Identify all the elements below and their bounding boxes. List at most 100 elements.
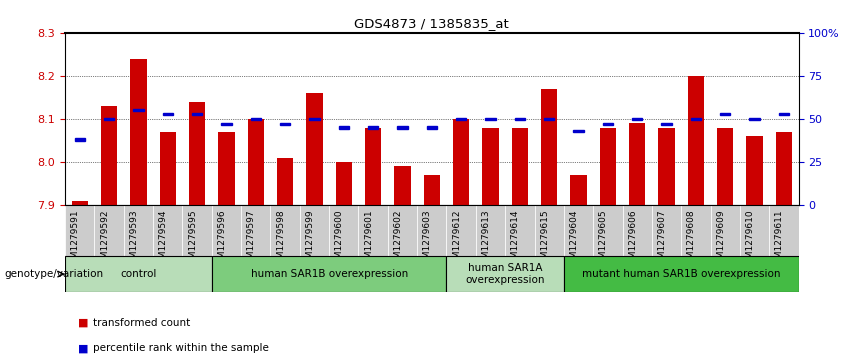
- Text: GSM1279603: GSM1279603: [423, 209, 432, 270]
- Bar: [212, 256, 446, 292]
- Bar: [388, 205, 418, 256]
- Bar: [329, 205, 358, 256]
- Bar: [622, 205, 652, 256]
- Bar: [446, 205, 476, 256]
- Bar: [251, 118, 261, 120]
- Bar: [720, 113, 730, 115]
- Bar: [75, 139, 85, 140]
- Text: GSM1279593: GSM1279593: [129, 209, 139, 270]
- Bar: [95, 205, 124, 256]
- Bar: [182, 205, 212, 256]
- Text: genotype/variation: genotype/variation: [4, 269, 103, 279]
- Bar: [564, 256, 799, 292]
- Bar: [104, 118, 115, 120]
- Bar: [749, 118, 760, 120]
- Bar: [661, 123, 672, 125]
- Bar: [418, 205, 446, 256]
- Text: GSM1279591: GSM1279591: [71, 209, 80, 270]
- Bar: [280, 123, 290, 125]
- Bar: [769, 205, 799, 256]
- Bar: [711, 205, 740, 256]
- Bar: [309, 118, 319, 120]
- Text: GSM1279600: GSM1279600: [335, 209, 344, 270]
- Text: GSM1279599: GSM1279599: [306, 209, 314, 270]
- Text: GSM1279610: GSM1279610: [746, 209, 754, 270]
- Bar: [271, 205, 299, 256]
- Bar: [339, 126, 349, 129]
- Text: transformed count: transformed count: [93, 318, 190, 328]
- Bar: [505, 205, 535, 256]
- Text: GSM1279612: GSM1279612: [452, 209, 461, 270]
- Text: GSM1279611: GSM1279611: [775, 209, 784, 270]
- Bar: [544, 118, 555, 120]
- Text: ■: ■: [78, 318, 89, 328]
- Bar: [65, 205, 95, 256]
- Bar: [101, 106, 117, 205]
- Bar: [130, 58, 147, 205]
- Bar: [776, 132, 792, 205]
- Bar: [740, 205, 769, 256]
- Bar: [299, 205, 329, 256]
- Bar: [779, 113, 789, 115]
- Bar: [681, 205, 711, 256]
- Bar: [483, 127, 498, 205]
- Bar: [192, 113, 202, 115]
- Bar: [72, 201, 88, 205]
- Text: GSM1279594: GSM1279594: [159, 209, 168, 270]
- Bar: [602, 123, 613, 125]
- Bar: [570, 175, 587, 205]
- Text: GSM1279609: GSM1279609: [716, 209, 725, 270]
- Bar: [659, 127, 674, 205]
- Bar: [277, 158, 293, 205]
- Bar: [746, 136, 763, 205]
- Bar: [652, 205, 681, 256]
- Bar: [512, 127, 528, 205]
- Text: GSM1279602: GSM1279602: [393, 209, 403, 270]
- Text: control: control: [121, 269, 156, 279]
- Text: GSM1279604: GSM1279604: [569, 209, 578, 270]
- Bar: [574, 130, 583, 132]
- Bar: [427, 126, 437, 129]
- Bar: [365, 127, 381, 205]
- Bar: [564, 205, 593, 256]
- Text: GSM1279598: GSM1279598: [276, 209, 285, 270]
- Text: GSM1279614: GSM1279614: [511, 209, 520, 270]
- Bar: [691, 118, 701, 120]
- Text: GSM1279596: GSM1279596: [218, 209, 227, 270]
- Bar: [446, 256, 564, 292]
- Bar: [629, 123, 645, 205]
- Bar: [221, 123, 232, 125]
- Text: ■: ■: [78, 343, 89, 354]
- Text: mutant human SAR1B overexpression: mutant human SAR1B overexpression: [582, 269, 780, 279]
- Bar: [600, 127, 616, 205]
- Text: human SAR1B overexpression: human SAR1B overexpression: [251, 269, 408, 279]
- Text: GSM1279608: GSM1279608: [687, 209, 696, 270]
- Text: percentile rank within the sample: percentile rank within the sample: [93, 343, 269, 354]
- Bar: [247, 119, 264, 205]
- Bar: [189, 102, 205, 205]
- Bar: [134, 109, 143, 111]
- Bar: [632, 118, 642, 120]
- Bar: [515, 118, 525, 120]
- Bar: [241, 205, 271, 256]
- Bar: [212, 205, 241, 256]
- Bar: [219, 132, 234, 205]
- Text: GSM1279607: GSM1279607: [658, 209, 667, 270]
- Bar: [485, 118, 496, 120]
- Bar: [687, 76, 704, 205]
- Text: GSM1279597: GSM1279597: [247, 209, 256, 270]
- Bar: [160, 132, 176, 205]
- Text: GSM1279601: GSM1279601: [365, 209, 373, 270]
- Text: GSM1279595: GSM1279595: [188, 209, 197, 270]
- Bar: [336, 162, 352, 205]
- Bar: [453, 119, 470, 205]
- Text: GSM1279613: GSM1279613: [482, 209, 490, 270]
- Bar: [424, 175, 440, 205]
- Bar: [535, 205, 564, 256]
- Bar: [456, 118, 466, 120]
- Title: GDS4873 / 1385835_at: GDS4873 / 1385835_at: [354, 17, 510, 30]
- Bar: [65, 256, 212, 292]
- Bar: [476, 205, 505, 256]
- Bar: [153, 205, 182, 256]
- Text: GSM1279592: GSM1279592: [100, 209, 109, 270]
